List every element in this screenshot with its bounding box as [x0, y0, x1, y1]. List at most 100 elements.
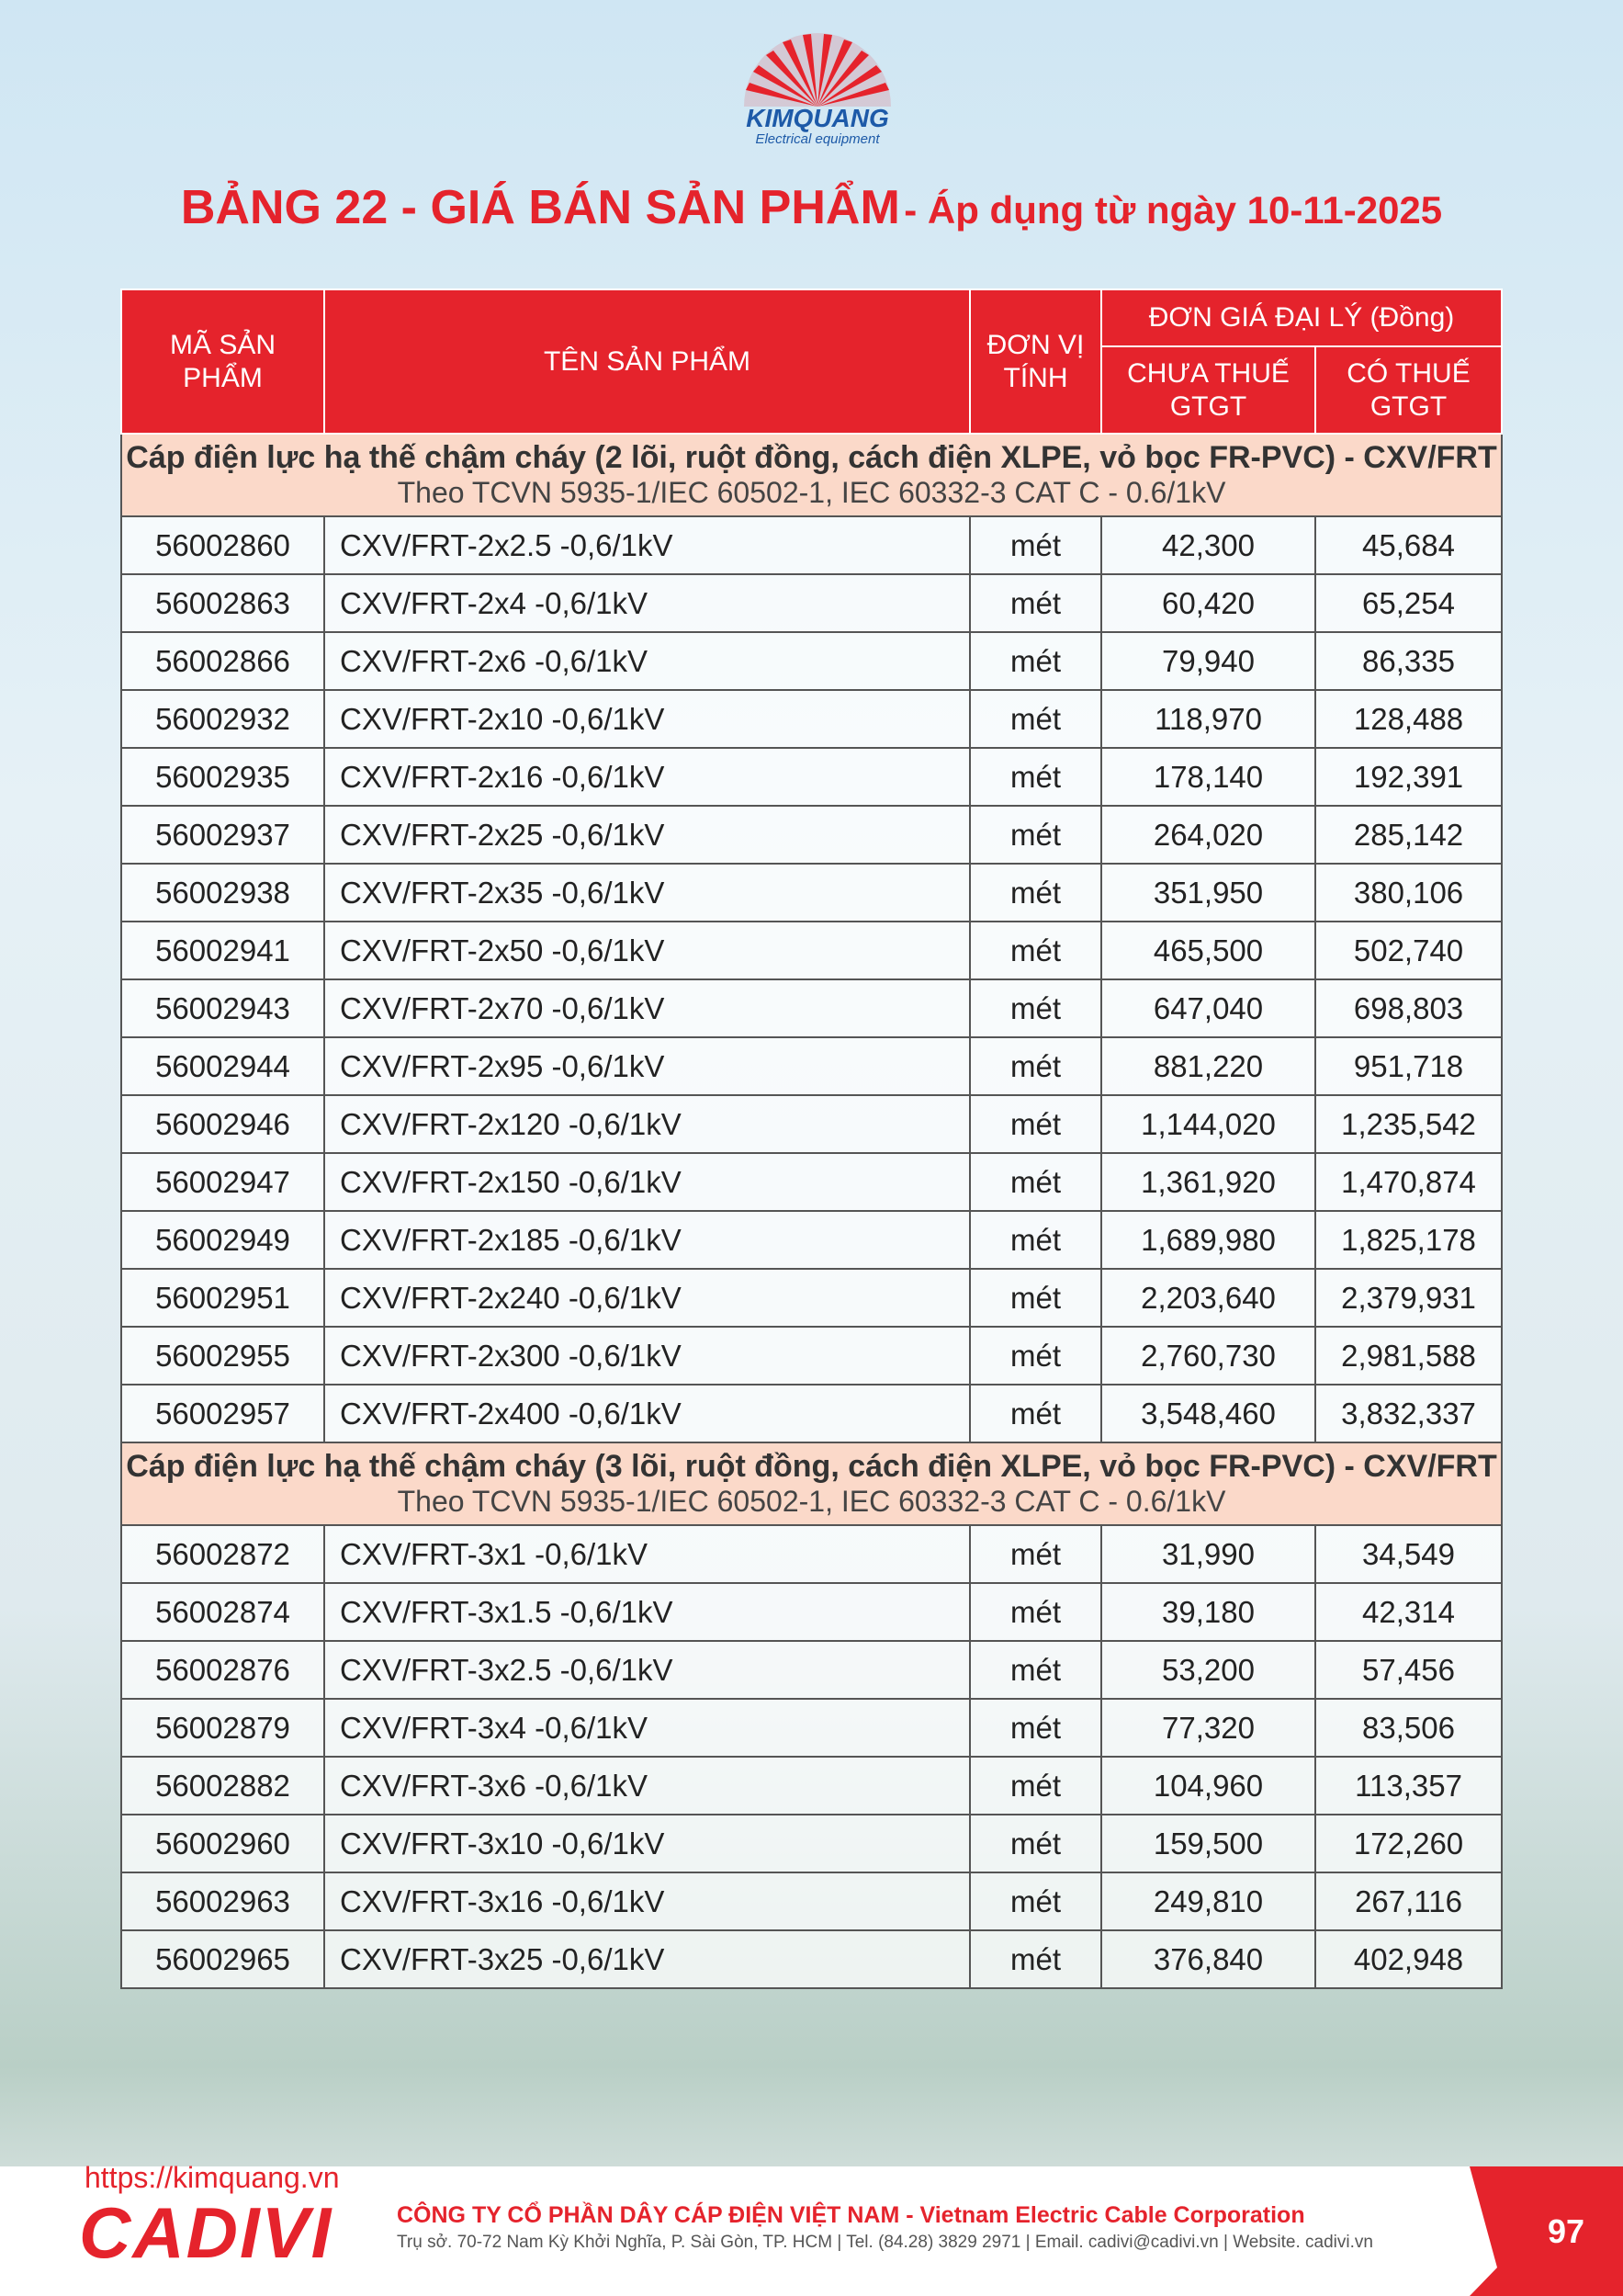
cell-code: 56002876 [120, 1640, 325, 1700]
product-row: 56002874 CXV/FRT-3x1.5 -0,6/1kV mét 39,180 4… [120, 1582, 1504, 1642]
title-sub: - Áp dụng từ ngày 10-11-2025 [904, 188, 1443, 232]
cell-name: CXV/FRT-3x2.5 -0,6/1kV [323, 1640, 971, 1700]
cell-price-no-vat: 2,760,730 [1100, 1326, 1316, 1386]
cell-price-vat: 285,142 [1313, 805, 1504, 865]
footer-address: Trụ sở. 70-72 Nam Kỳ Khởi Nghĩa, P. Sài … [397, 2233, 1373, 2252]
header-price-group: ĐƠN GIÁ ĐẠI LÝ (Đồng) [1099, 288, 1504, 347]
product-row: 56002946 CXV/FRT-2x120 -0,6/1kV mét 1,144,0… [120, 1094, 1504, 1154]
cell-code: 56002882 [120, 1756, 325, 1815]
footer-brand: CADIVI [79, 2192, 333, 2273]
cell-unit: mét [969, 515, 1102, 575]
product-row: 56002872 CXV/FRT-3x1 -0,6/1kV mét 31,990 34,… [120, 1524, 1504, 1584]
product-row: 56002860 CXV/FRT-2x2.5 -0,6/1kV mét 42,300 4… [120, 515, 1504, 575]
product-row: 56002943 CXV/FRT-2x70 -0,6/1kV mét 647,040 6… [120, 978, 1504, 1038]
cell-price-no-vat: 79,940 [1100, 631, 1316, 691]
cell-code: 56002965 [120, 1929, 325, 1989]
product-row: 56002947 CXV/FRT-2x150 -0,6/1kV mét 1,361,9… [120, 1152, 1504, 1212]
cell-unit: mét [969, 1524, 1102, 1584]
cell-unit: mét [969, 1582, 1102, 1642]
cell-unit: mét [969, 1036, 1102, 1096]
header-name: TÊN SẢN PHẨM [323, 288, 971, 435]
page-number-box [1470, 2166, 1623, 2296]
cell-price-no-vat: 178,140 [1100, 747, 1316, 807]
cell-name: CXV/FRT-2x95 -0,6/1kV [323, 1036, 971, 1096]
cell-unit: mét [969, 747, 1102, 807]
cell-code: 56002879 [120, 1698, 325, 1758]
cell-unit: mét [969, 689, 1102, 749]
title-main: BẢNG 22 - GIÁ BÁN SẢN PHẨM [180, 181, 900, 234]
section-header: Cáp điện lực hạ thế chậm cháy (2 lõi, ru… [119, 433, 1504, 517]
cell-price-no-vat: 39,180 [1100, 1582, 1316, 1642]
cell-code: 56002960 [120, 1814, 325, 1873]
cell-price-vat: 502,740 [1313, 921, 1504, 980]
cell-name: CXV/FRT-2x6 -0,6/1kV [323, 631, 971, 691]
cell-price-vat: 57,456 [1313, 1640, 1504, 1700]
cell-price-no-vat: 264,020 [1100, 805, 1316, 865]
product-row: 56002937 CXV/FRT-2x25 -0,6/1kV mét 264,020 2… [120, 805, 1504, 865]
cell-unit: mét [969, 978, 1102, 1038]
section-row: Cáp điện lực hạ thế chậm cháy (3 lõi, ru… [119, 1442, 1504, 1526]
cell-price-vat: 951,718 [1313, 1036, 1504, 1096]
cell-code: 56002872 [120, 1524, 325, 1584]
cell-name: CXV/FRT-2x2.5 -0,6/1kV [323, 515, 971, 575]
cell-price-vat: 83,506 [1313, 1698, 1504, 1758]
cell-price-no-vat: 3,548,460 [1100, 1384, 1316, 1443]
cell-name: CXV/FRT-2x10 -0,6/1kV [323, 689, 971, 749]
cell-name: CXV/FRT-2x400 -0,6/1kV [323, 1384, 971, 1443]
cell-code: 56002866 [120, 631, 325, 691]
logo-tagline: Electrical equipment [755, 131, 880, 147]
cell-code: 56002860 [120, 515, 325, 575]
cell-price-vat: 3,832,337 [1313, 1384, 1504, 1443]
cell-price-no-vat: 881,220 [1100, 1036, 1316, 1096]
section-standard: Theo TCVN 5935-1/IEC 60502-1, IEC 60332-… [397, 476, 1226, 509]
title: BẢNG 22 - GIÁ BÁN SẢN PHẨM - Áp dụng từ … [0, 180, 1623, 235]
cell-code: 56002963 [120, 1872, 325, 1931]
product-row: 56002949 CXV/FRT-2x185 -0,6/1kV mét 1,689,9… [120, 1210, 1504, 1270]
header-unit: ĐƠN VỊ TÍNH [969, 288, 1102, 435]
cell-code: 56002941 [120, 921, 325, 980]
product-row: 56002938 CXV/FRT-2x35 -0,6/1kV mét 351,950 3… [120, 863, 1504, 922]
cell-price-vat: 172,260 [1313, 1814, 1504, 1873]
cell-name: CXV/FRT-2x150 -0,6/1kV [323, 1152, 971, 1212]
cell-unit: mét [969, 1094, 1102, 1154]
cell-price-vat: 2,981,588 [1313, 1326, 1504, 1386]
product-row: 56002863 CXV/FRT-2x4 -0,6/1kV mét 60,420 65,… [120, 573, 1504, 633]
cell-name: CXV/FRT-3x25 -0,6/1kV [323, 1929, 971, 1989]
cell-price-vat: 86,335 [1313, 631, 1504, 691]
logo: KIMQUANG Electrical equipment [744, 33, 891, 147]
cell-name: CXV/FRT-2x300 -0,6/1kV [323, 1326, 971, 1386]
cell-name: CXV/FRT-2x185 -0,6/1kV [323, 1210, 971, 1270]
cell-price-no-vat: 1,689,980 [1100, 1210, 1316, 1270]
product-row: 56002944 CXV/FRT-2x95 -0,6/1kV mét 881,220 9… [120, 1036, 1504, 1096]
product-row: 56002866 CXV/FRT-2x6 -0,6/1kV mét 79,940 86,… [120, 631, 1504, 691]
cell-unit: mét [969, 1326, 1102, 1386]
cell-price-vat: 192,391 [1313, 747, 1504, 807]
cell-price-no-vat: 53,200 [1100, 1640, 1316, 1700]
cell-code: 56002944 [120, 1036, 325, 1096]
cell-name: CXV/FRT-2x16 -0,6/1kV [323, 747, 971, 807]
product-row: 56002951 CXV/FRT-2x240 -0,6/1kV mét 2,203,6… [120, 1268, 1504, 1328]
cell-unit: mét [969, 573, 1102, 633]
cell-unit: mét [969, 631, 1102, 691]
section-row: Cáp điện lực hạ thế chậm cháy (2 lõi, ru… [119, 433, 1504, 517]
product-row: 56002960 CXV/FRT-3x10 -0,6/1kV mét 159,500 1… [120, 1814, 1504, 1873]
cell-price-vat: 1,235,542 [1313, 1094, 1504, 1154]
cell-price-no-vat: 2,203,640 [1100, 1268, 1316, 1328]
cell-name: CXV/FRT-2x50 -0,6/1kV [323, 921, 971, 980]
cell-price-vat: 1,825,178 [1313, 1210, 1504, 1270]
cell-unit: mét [969, 1152, 1102, 1212]
product-row: 56002932 CXV/FRT-2x10 -0,6/1kV mét 118,970 1… [120, 689, 1504, 749]
header-code: MÃ SẢN PHẨM [120, 288, 325, 435]
footer [0, 2166, 1623, 2296]
cell-price-no-vat: 60,420 [1100, 573, 1316, 633]
cell-price-no-vat: 351,950 [1100, 863, 1316, 922]
header-price-vat: CÓ THUẾ GTGT [1313, 345, 1504, 435]
cell-price-vat: 65,254 [1313, 573, 1504, 633]
cell-price-no-vat: 647,040 [1100, 978, 1316, 1038]
cell-code: 56002946 [120, 1094, 325, 1154]
product-row: 56002941 CXV/FRT-2x50 -0,6/1kV mét 465,500 5… [120, 921, 1504, 980]
product-row: 56002876 CXV/FRT-3x2.5 -0,6/1kV mét 53,200 5… [120, 1640, 1504, 1700]
cell-name: CXV/FRT-2x70 -0,6/1kV [323, 978, 971, 1038]
cell-price-no-vat: 42,300 [1100, 515, 1316, 575]
